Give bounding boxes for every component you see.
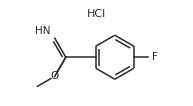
Text: HCl: HCl <box>87 9 106 19</box>
Text: O: O <box>51 71 59 81</box>
Text: HN: HN <box>35 26 51 36</box>
Text: F: F <box>152 52 158 62</box>
